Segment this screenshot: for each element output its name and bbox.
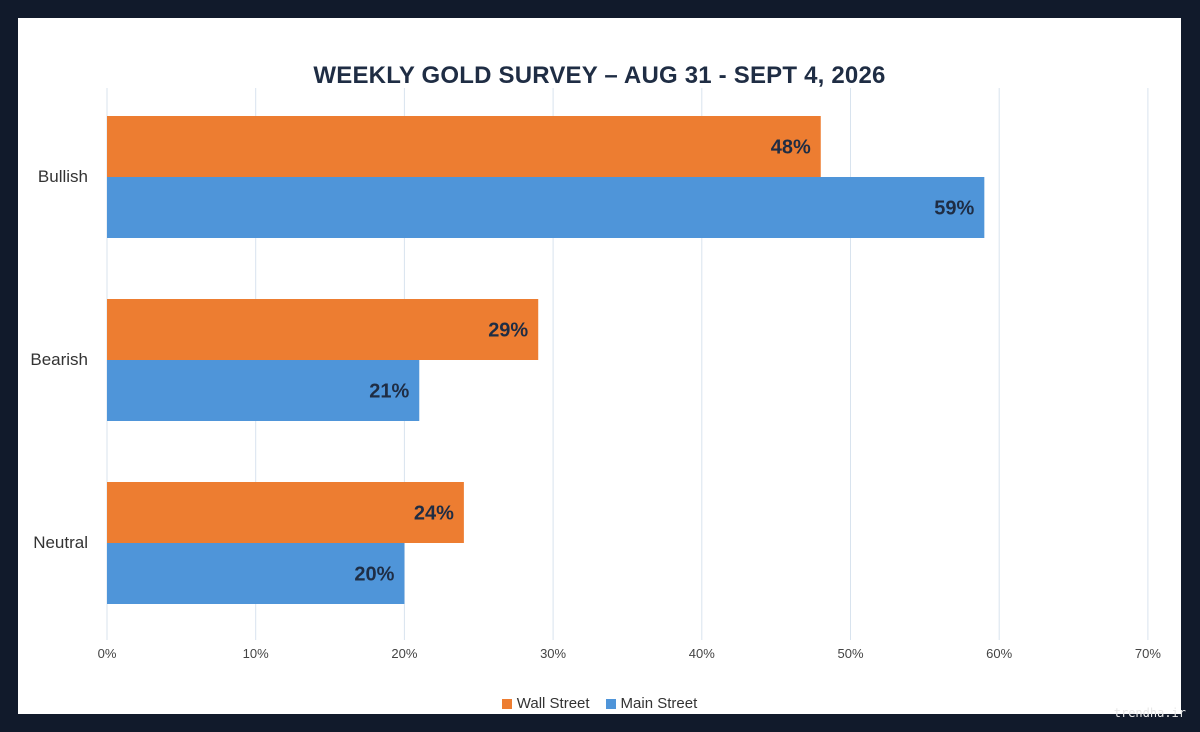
bar[interactable] [107, 543, 405, 604]
bar[interactable] [107, 177, 985, 238]
bar-chart-plot: 48% 59% 29% 21% 24% 20% Bullish Bearish Neutral… [30, 88, 1162, 661]
legend: Wall Street Main Street [18, 695, 1181, 712]
bar[interactable] [107, 116, 821, 177]
data-label: 48% [771, 137, 811, 159]
bar[interactable] [107, 360, 420, 421]
data-label: 21% [369, 381, 409, 403]
category-label: Neutral [33, 533, 88, 552]
category-label: Bearish [30, 350, 88, 369]
watermark: trendha.ir [1113, 706, 1186, 720]
legend-item-wall-street[interactable]: Wall Street [501, 695, 590, 712]
data-label: 20% [354, 564, 394, 586]
legend-label-main-street: Main Street [620, 695, 698, 712]
legend-swatch-main-street [605, 698, 616, 709]
bar[interactable] [107, 482, 464, 543]
x-tick-label: 10% [243, 646, 269, 661]
data-label: 59% [934, 198, 974, 220]
chart-frame: WEEKLY GOLD SURVEY – AUG 31 - SEPT 4, 20… [18, 18, 1181, 714]
x-tick-labels: 0% 10% 20% 30% 40% 50% 60% 70% [98, 646, 1162, 661]
x-tick-label: 20% [391, 646, 417, 661]
data-label: 29% [488, 320, 528, 342]
data-label: 24% [414, 503, 454, 525]
legend-item-main-street[interactable]: Main Street [605, 695, 698, 712]
legend-label-wall-street: Wall Street [516, 695, 590, 712]
data-labels: 48% 59% 29% 21% 24% 20% [354, 137, 974, 586]
x-tick-label: 30% [540, 646, 566, 661]
x-tick-label: 0% [98, 646, 117, 661]
category-label: Bullish [38, 167, 88, 186]
x-tick-label: 50% [837, 646, 863, 661]
chart-title: WEEKLY GOLD SURVEY – AUG 31 - SEPT 4, 20… [313, 62, 886, 89]
bars [107, 116, 985, 604]
bar[interactable] [107, 299, 539, 360]
x-tick-label: 60% [986, 646, 1012, 661]
x-tick-label: 40% [689, 646, 715, 661]
x-tick-label: 70% [1135, 646, 1161, 661]
category-labels: Bullish Bearish Neutral [30, 167, 88, 552]
legend-swatch-wall-street [501, 698, 512, 709]
